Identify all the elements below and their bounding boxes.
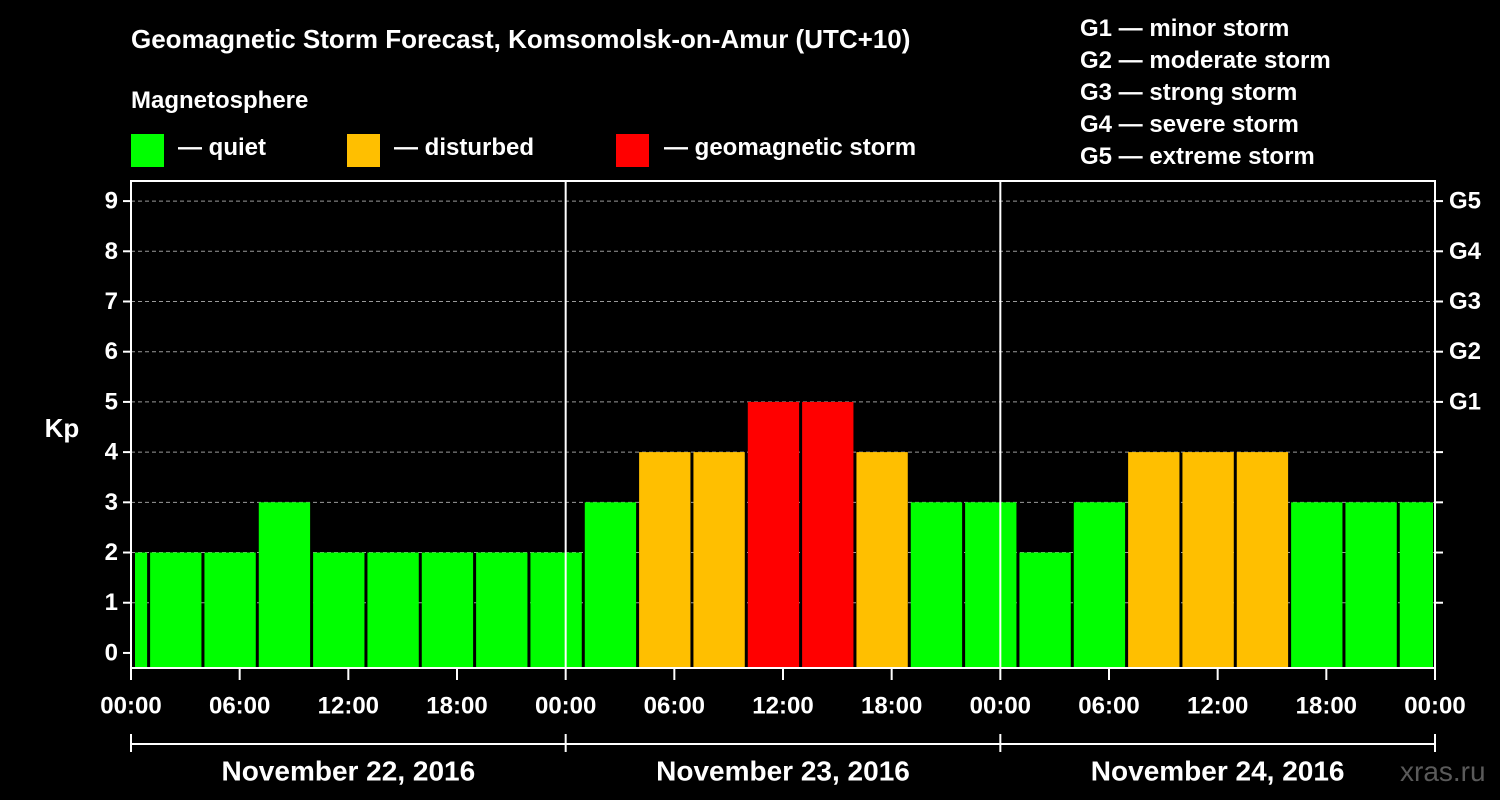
kp-bar-18 [1073,502,1126,668]
kp-bar-11 [693,452,745,668]
watermark: xras.ru [1400,756,1486,787]
y-tick-label-6: 6 [105,338,118,365]
x-tick-label-0: 00:00 [100,693,161,720]
y-tick-label-8: 8 [105,238,118,265]
kp-bar-1 [150,552,202,668]
g-level-label-G5: G5 [1449,188,1481,215]
x-tick-label-6: 12:00 [752,693,813,720]
x-tick-label-11: 18:00 [1296,693,1357,720]
kp-bar-24 [1399,502,1433,668]
kp-bar-9 [584,502,637,668]
g-scale-g4: G4 — severe storm [1080,111,1299,138]
legend-label-storm: — geomagnetic storm [664,134,917,161]
kp-bar-19 [1128,452,1180,668]
x-tick-label-2: 12:00 [318,693,379,720]
kp-bar-21 [1236,452,1289,668]
y-tick-label-4: 4 [105,439,119,466]
kp-bar-2 [204,552,256,668]
g-scale-g3: G3 — strong storm [1080,79,1298,106]
legend-label-disturbed: — disturbed [394,134,535,161]
legend-label-quiet: — quiet [178,134,266,161]
g-scale-g5: G5 — extreme storm [1080,143,1315,170]
kp-bar-15 [910,502,963,668]
kp-bar-4 [313,552,365,668]
kp-bar-10 [639,452,691,668]
kp-bar-23 [1345,502,1397,668]
g-level-label-G3: G3 [1449,288,1481,315]
kp-bar-20 [1182,452,1234,668]
x-tick-label-1: 06:00 [209,693,270,720]
x-tick-label-12: 00:00 [1404,693,1465,720]
x-tick-label-7: 18:00 [861,693,922,720]
legend-swatch-disturbed [347,134,380,167]
kp-bar-22 [1291,502,1343,668]
legend-swatch-storm [616,134,649,167]
y-tick-label-5: 5 [105,388,118,415]
y-tick-label-9: 9 [105,188,118,215]
kp-bar-8 [530,552,582,668]
kp-bar-6 [421,552,474,668]
chart-title: Geomagnetic Storm Forecast, Komsomolsk-o… [131,24,911,54]
date-label-3: November 24, 2016 [1091,756,1345,787]
y-tick-label-3: 3 [105,489,118,516]
date-label-1: November 22, 2016 [221,756,475,787]
y-tick-label-1: 1 [105,589,118,616]
x-tick-label-8: 00:00 [970,693,1031,720]
kp-bar-0 [135,552,148,668]
g-level-label-G1: G1 [1449,388,1481,415]
kp-bar-17 [1019,552,1071,668]
kp-bar-16 [965,502,1017,668]
kp-bar-7 [476,552,528,668]
kp-bar-5 [367,552,419,668]
legend-heading: Magnetosphere [131,87,309,114]
x-tick-label-9: 06:00 [1078,693,1139,720]
y-tick-label-7: 7 [105,288,118,315]
legend-swatch-quiet [131,134,164,167]
x-tick-label-5: 06:00 [644,693,705,720]
y-tick-label-2: 2 [105,539,118,566]
kp-bar-14 [856,452,908,668]
x-tick-label-4: 00:00 [535,693,596,720]
kp-bar-3 [258,502,311,668]
g-level-label-G2: G2 [1449,338,1481,365]
g-level-label-G4: G4 [1449,238,1482,265]
g-scale-g1: G1 — minor storm [1080,15,1290,42]
y-tick-label-0: 0 [105,639,118,666]
kp-bar-12 [747,401,800,668]
x-tick-label-3: 18:00 [426,693,487,720]
date-label-2: November 23, 2016 [656,756,910,787]
kp-bar-13 [802,401,854,668]
g-scale-g2: G2 — moderate storm [1080,47,1331,74]
x-tick-label-10: 12:00 [1187,693,1248,720]
y-axis-title: Kp [45,413,80,443]
